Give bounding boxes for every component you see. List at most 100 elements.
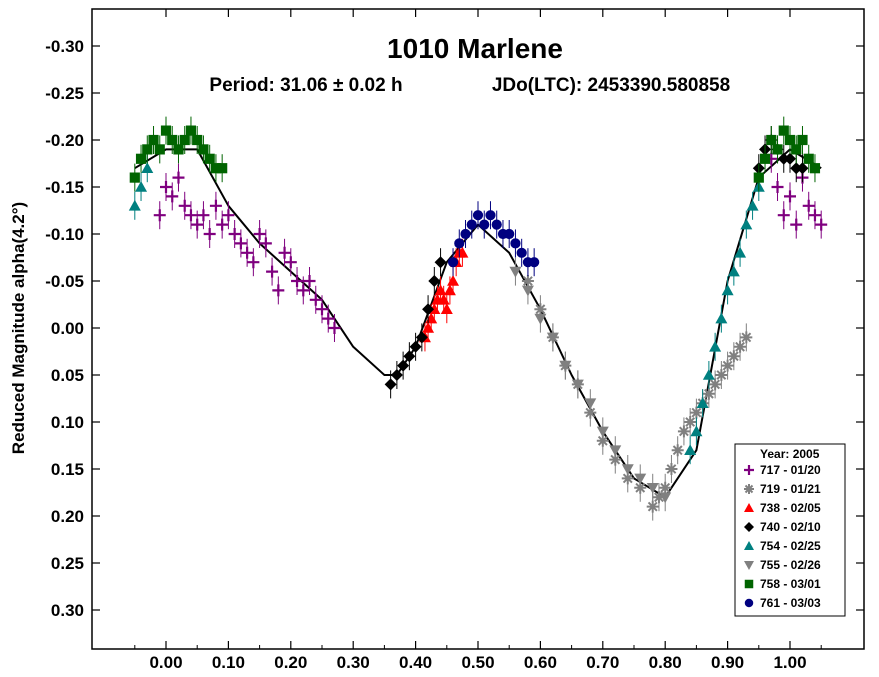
data-point [316,303,328,316]
data-point [428,275,441,287]
legend-marker [744,598,754,608]
y-tick-label: -0.15 [45,178,84,197]
legend-marker [744,541,754,550]
data-point [203,228,216,240]
y-tick-label: -0.20 [45,131,84,150]
data-point [778,125,789,136]
data-point [715,312,728,324]
data-point [796,162,809,175]
data-point [222,209,235,222]
data-point [777,209,790,222]
data-point [646,483,659,494]
data-point [154,144,165,155]
x-tick-label: 0.80 [649,653,682,672]
y-tick-label: -0.30 [45,37,84,56]
y-tick-label: 0.20 [51,507,84,526]
data-points-layer [128,116,828,521]
data-point [759,153,771,164]
y-tick-label: 0.05 [51,366,84,385]
legend-entry-label: 719 - 01/21 [760,482,821,496]
data-point [129,172,140,183]
data-point [259,237,272,250]
legend-entry-label: 758 - 03/01 [760,577,821,591]
chart-subtitle-epoch: JDo(LTC): 2453390.580858 [492,75,730,96]
data-point [217,163,228,174]
data-point [709,378,722,391]
data-point [690,425,703,437]
x-tick-label: 0.00 [149,653,182,672]
data-point [621,464,634,475]
legend-marker [744,465,754,475]
legend-box [734,443,846,617]
data-point [584,398,597,410]
data-point [652,491,665,504]
data-point [715,369,728,381]
legend: Year: 2005 717 - 01/20 719 - 01/21 738 - 0… [734,443,846,617]
data-point [766,134,777,146]
data-point [740,331,753,344]
legend-marker [744,561,754,570]
data-point [534,313,547,325]
data-point [153,209,166,222]
data-point [291,275,304,287]
y-tick-label: -0.05 [45,272,84,291]
data-point [141,162,154,173]
data-point [746,199,759,211]
data-point [665,463,678,475]
data-point [753,172,764,183]
data-point [328,322,341,334]
data-point [216,218,229,231]
data-point [734,246,747,258]
x-tick-label: 0.20 [274,653,307,672]
legend-marker [744,579,754,589]
axis-ticks: 0.00 0.10 0.20 0.30 0.40 0.50 0.60 0.70 0.80 0.90… [45,9,864,672]
y-tick-label: 0.25 [51,554,84,573]
legend-marker [744,503,754,512]
data-point [808,209,821,222]
data-point [192,134,203,146]
data-point [677,425,690,438]
data-point [460,228,471,240]
data-point [659,492,672,504]
x-tick-label: 0.10 [212,653,245,672]
data-point [278,246,291,259]
data-point [740,218,753,230]
data-point [803,153,814,164]
data-point [160,181,172,193]
data-point [702,387,715,400]
legend-entry-label: 755 - 02/26 [760,558,821,572]
y-tick-label: -0.25 [45,84,84,103]
legend-entry-label: 717 - 01/20 [760,463,821,477]
data-point [485,210,496,221]
data-point [440,303,453,314]
data-point [466,219,477,230]
data-point [128,199,141,211]
data-point [135,181,148,192]
x-tick-label: 1.00 [773,653,806,672]
data-point [510,238,521,249]
data-point [696,397,709,408]
data-point [322,312,335,325]
y-tick-label: -0.10 [45,225,84,244]
data-point [454,238,465,249]
data-point [479,219,490,230]
data-point [571,379,584,391]
data-point [234,237,247,250]
data-point [434,256,447,269]
x-tick-label: 0.40 [399,653,432,672]
data-point [409,340,422,353]
legend-entry-label: 740 - 02/10 [760,520,821,534]
x-tick-label: 0.60 [524,653,557,672]
data-point [210,163,222,174]
data-point [529,257,540,268]
data-point [516,247,527,258]
data-point [491,219,502,230]
data-point [521,285,534,297]
data-point [727,265,740,277]
data-point [166,190,179,203]
data-point [303,275,316,287]
x-tick-label: 0.90 [711,653,744,672]
x-tick-label: 0.30 [337,653,370,672]
data-point [142,144,153,155]
data-point [790,162,803,175]
